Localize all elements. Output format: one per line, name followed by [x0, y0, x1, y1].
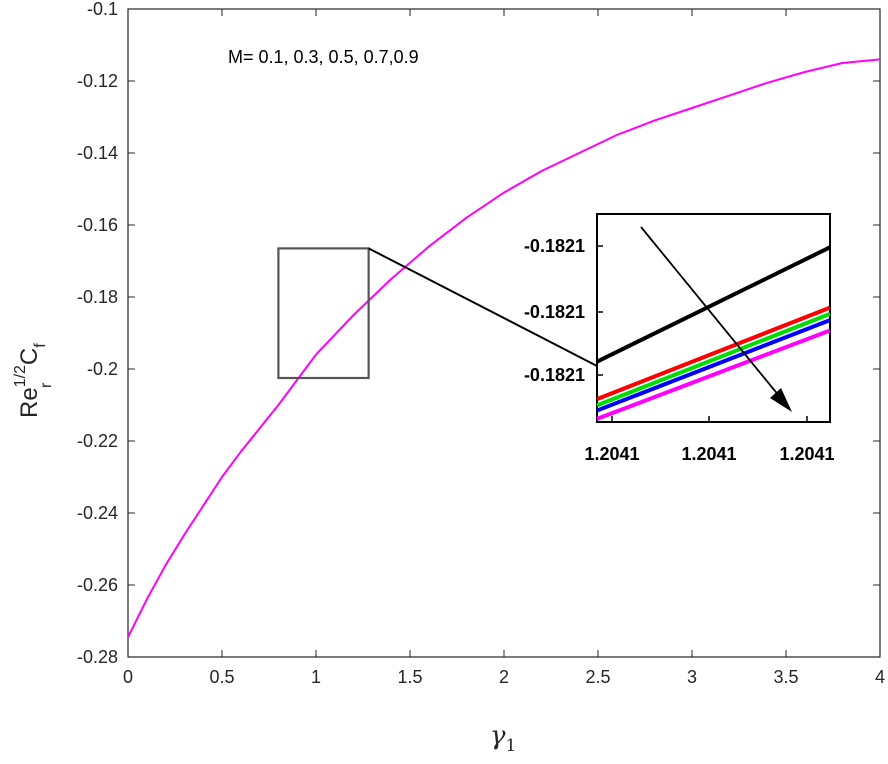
y-tick-label: -0.1 — [87, 0, 118, 19]
y-tick-label: -0.12 — [77, 71, 118, 91]
inset-y-tick-label: -0.1821 — [524, 236, 585, 256]
main-plot: 0 0.5 1 1.5 2 2.5 3 3.5 4 -0.28 -0.26 -0.24 -0.22 -0.… — [77, 0, 885, 687]
inset-x-tick-label: 1.2041 — [779, 444, 834, 464]
svg-text:Re1/2Cf: Re1/2Cf — [12, 343, 49, 418]
inset-series-line — [596, 245, 831, 364]
y-axis-label-superscript: 1/2 — [12, 365, 29, 387]
y-tick-label: -0.22 — [77, 431, 118, 451]
y-axis-label-subscript-f: f — [32, 343, 49, 348]
y-tick-label: -0.18 — [77, 287, 118, 307]
y-tick-label: -0.26 — [77, 575, 118, 595]
y-tick-label: -0.16 — [77, 215, 118, 235]
x-axis-label: γ1 — [490, 721, 516, 756]
inset-plot: -0.1821 -0.1821 -0.1821 1.2041 1.2041 1.2041 — [524, 213, 835, 464]
y-tick-label: -0.2 — [87, 359, 118, 379]
x-tick-label: 4 — [875, 667, 885, 687]
series-line — [127, 58, 881, 638]
increase-arrow-head — [770, 388, 792, 412]
inset-x-tick-label: 1.2041 — [681, 444, 736, 464]
y-tick-label: -0.14 — [77, 143, 118, 163]
x-axis-label-main: γ — [490, 721, 506, 751]
x-tick-label: 2 — [499, 667, 509, 687]
y-tick-label: -0.28 — [77, 647, 118, 667]
inset-series-line — [596, 318, 831, 413]
x-axis-label-subscript: 1 — [506, 736, 517, 756]
zoom-connector — [368, 247, 598, 367]
y-axis-label-subscript-r: r — [38, 382, 55, 388]
increase-arrow-shaft — [640, 226, 785, 403]
inset-series-line — [596, 328, 831, 421]
y-axis-label-c: C — [16, 348, 43, 365]
inset-y-tick-label: -0.1821 — [524, 302, 585, 322]
x-tick-label: 0 — [123, 667, 133, 687]
x-tick-label: 3 — [687, 667, 697, 687]
inset-series-line — [596, 305, 831, 401]
x-tick-label: 1.5 — [397, 667, 422, 687]
y-axis-label: Re1/2Cf r — [12, 343, 55, 418]
y-axis-label-re: Re — [16, 387, 43, 418]
x-tick-label: 3.5 — [773, 667, 798, 687]
inset-x-tick-label: 1.2041 — [584, 444, 639, 464]
inset-y-tick-label: -0.1821 — [524, 365, 585, 385]
inset-frame — [596, 213, 831, 423]
y-tick-label: -0.24 — [77, 503, 118, 523]
x-tick-label: 0.5 — [209, 667, 234, 687]
inset-series-line — [596, 311, 831, 408]
x-tick-label: 2.5 — [585, 667, 610, 687]
x-tick-label: 1 — [311, 667, 321, 687]
zoom-box — [277, 247, 370, 380]
parameter-annotation: M= 0.1, 0.3, 0.5, 0.7,0.9 — [228, 47, 419, 67]
